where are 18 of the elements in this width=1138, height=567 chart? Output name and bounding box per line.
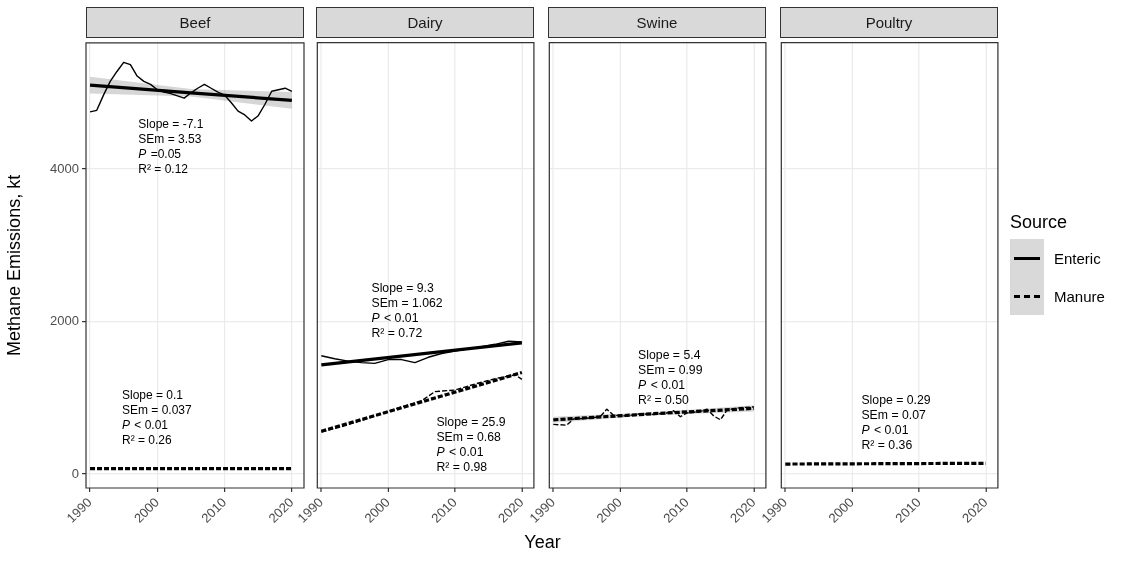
legend-title: Source <box>1010 212 1069 233</box>
y-tick-label: 0 <box>71 465 79 481</box>
annotation: Slope = 0.1 SEm = 0.037 P < 0.01 R² = 0.26 <box>121 388 193 448</box>
annotation: Slope = 25.9 SEm = 0.68 P < 0.01 R² = 0.98 <box>436 415 506 475</box>
annotation: Slope = -7.1 SEm = 3.53 P =0.05 R² = 0.12 <box>138 116 204 176</box>
x-axis-title: Year <box>523 532 562 553</box>
annotation: Slope = 0.29 SEm = 0.07 P < 0.01 R² = 0.36 <box>861 393 931 453</box>
annotation: Slope = 5.4 SEm = 0.99 P < 0.01 R² = 0.50 <box>638 348 703 408</box>
legend-label: Enteric <box>1054 249 1101 267</box>
y-axis-title: Methane Emissions, kt <box>3 175 24 357</box>
legend-label: Manure <box>1054 287 1105 305</box>
chart-title: Beef <box>86 7 304 38</box>
chart-title: Poultry <box>780 7 998 38</box>
chart-title: Dairy <box>316 7 534 38</box>
y-tick-label: 2000 <box>50 313 79 329</box>
y-tick-label: 4000 <box>50 160 79 176</box>
chart-title: Swine <box>548 7 766 38</box>
annotation: Slope = 9.3 SEm = 1.062 P < 0.01 R² = 0.72 <box>371 281 443 341</box>
